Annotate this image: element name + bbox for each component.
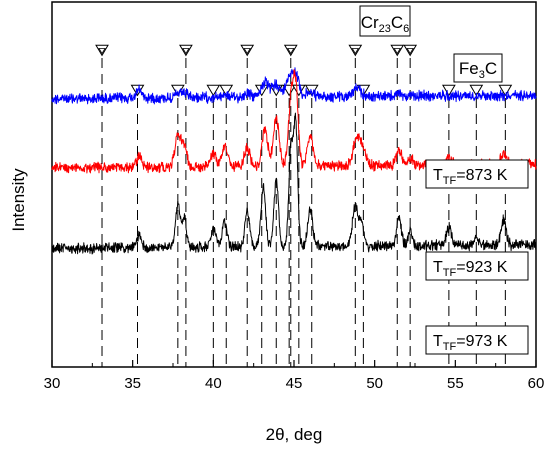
x-axis-ticks: 30 35 40 45 50 55 60 <box>44 360 545 392</box>
series-label-text: TTF=873 K <box>433 167 508 187</box>
fe3c-triangle-marker <box>469 84 484 97</box>
cr23c6-triangle-inner <box>393 48 401 55</box>
series-labels: TTF=873 K TTF=923 K TTF=973 K <box>425 159 529 355</box>
x-tick-label: 45 <box>286 375 303 392</box>
fe3c-triangle-marker <box>498 84 513 97</box>
reference-lines <box>101 58 506 367</box>
x-tick-label: 35 <box>124 375 141 392</box>
cr23c6-triangle-marker <box>240 44 255 57</box>
x-axis-title: 2θ, deg <box>266 425 323 444</box>
cr23c6-box <box>359 5 411 37</box>
series-label-text: TTF=923 K <box>433 259 508 279</box>
phase-markers <box>95 44 513 97</box>
fe3c-triangle-marker <box>442 84 456 97</box>
cr23c6-triangle-marker <box>390 44 405 57</box>
cr23c6-triangle-marker <box>348 44 363 57</box>
series-line <box>51 112 537 255</box>
fe3c-triangle-marker <box>206 84 221 97</box>
cr23c6-triangle-marker <box>95 44 109 57</box>
cr23c6-triangle-marker <box>179 44 193 57</box>
fe3c-triangle-marker <box>219 84 234 97</box>
cr23c6-annotation: Cr23C6 <box>359 5 411 37</box>
series-label-box <box>425 325 529 355</box>
fe3c-triangle-marker <box>282 84 297 97</box>
x-tick-label: 40 <box>205 375 222 392</box>
cr23c6-triangle-marker <box>283 44 298 57</box>
cr23c6-triangle-inner <box>182 48 190 55</box>
series-label-box <box>425 251 529 281</box>
cr23c6-triangle-inner <box>406 48 414 55</box>
series-label-text: TTF=973 K <box>433 333 508 353</box>
cr23c6-triangle-inner <box>243 48 251 55</box>
x-tick-label: 30 <box>44 375 61 392</box>
x-tick-label: 55 <box>447 375 464 392</box>
series-label-box <box>425 159 529 189</box>
fe3c-label: Fe3C <box>459 59 497 81</box>
cr23c6-triangle-inner <box>351 48 360 55</box>
cr23c6-label: Cr23C6 <box>361 13 410 35</box>
fe3c-annotation: Fe3C <box>453 53 503 83</box>
series-label: TTF=923 K <box>425 251 529 281</box>
fe3c-box <box>453 53 503 83</box>
cr23c6-triangle-marker <box>403 44 418 57</box>
y-axis-title: Intensity <box>9 168 28 232</box>
series-label: TTF=873 K <box>425 159 529 189</box>
cr23c6-triangle-inner <box>98 48 106 55</box>
x-tick-label: 60 <box>528 375 545 392</box>
x-tick-label: 50 <box>366 375 383 392</box>
fe3c-triangle-marker <box>291 84 306 97</box>
series-label: TTF=973 K <box>425 325 529 355</box>
cr23c6-triangle-inner <box>287 48 295 55</box>
